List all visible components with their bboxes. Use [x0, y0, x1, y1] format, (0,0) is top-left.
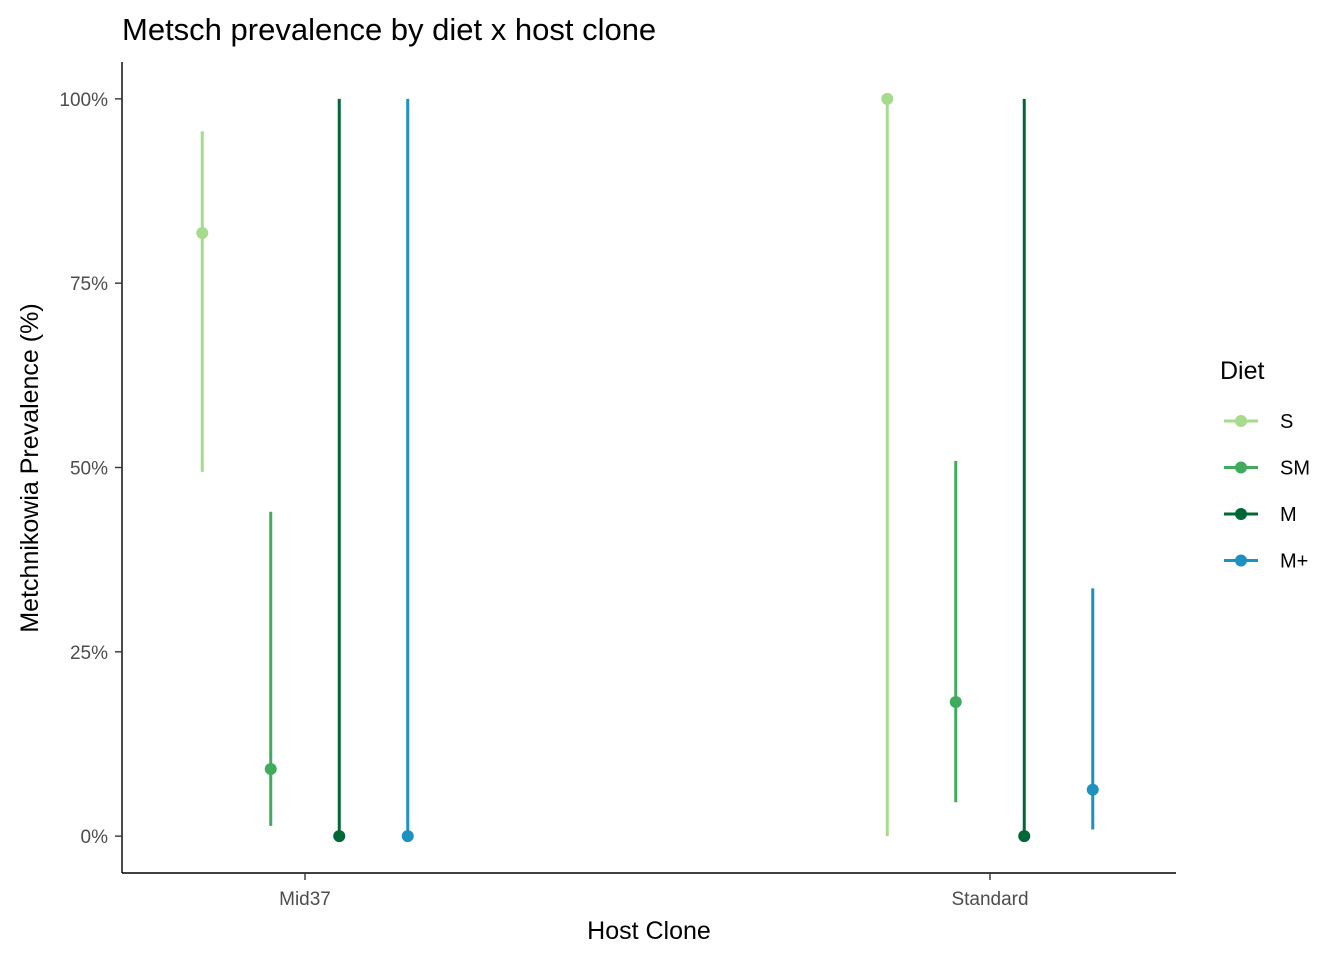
legend-label: M+ — [1280, 551, 1308, 573]
data-point — [401, 830, 414, 843]
y-tick-label: 25% — [70, 643, 108, 664]
x-axis: Mid37 Standard — [122, 872, 1176, 910]
y-tick-label: 50% — [70, 459, 108, 480]
legend: Diet S SM M M+ — [1220, 357, 1310, 573]
data-point — [1086, 783, 1099, 796]
y-tick-label: 0% — [81, 827, 109, 848]
legend-key-point — [1235, 415, 1247, 427]
plot-marks — [196, 92, 1099, 843]
data-point — [264, 763, 277, 776]
legend-key-point — [1235, 508, 1247, 520]
data-point — [881, 92, 894, 105]
y-tick-label: 100% — [59, 90, 108, 111]
data-point — [1018, 830, 1031, 843]
y-axis-title: Metchnikowia Prevalence (%) — [16, 303, 44, 632]
data-point — [333, 830, 346, 843]
y-tick-label: 75% — [70, 274, 108, 295]
x-tick-label: Mid37 — [279, 889, 331, 910]
legend-label: SM — [1280, 458, 1310, 480]
y-axis: 0% 25% 50% 75% 100% — [59, 62, 123, 873]
chart-title: Metsch prevalence by diet x host clone — [122, 12, 656, 47]
legend-key-point — [1235, 461, 1247, 474]
legend-title: Diet — [1220, 357, 1265, 385]
legend-label: S — [1280, 411, 1293, 433]
x-axis-title: Host Clone — [587, 917, 711, 945]
x-tick-label: Standard — [951, 889, 1028, 910]
legend-label: M — [1280, 504, 1297, 526]
legend-key-point — [1235, 554, 1247, 567]
data-point — [196, 227, 209, 240]
data-point — [949, 695, 962, 708]
